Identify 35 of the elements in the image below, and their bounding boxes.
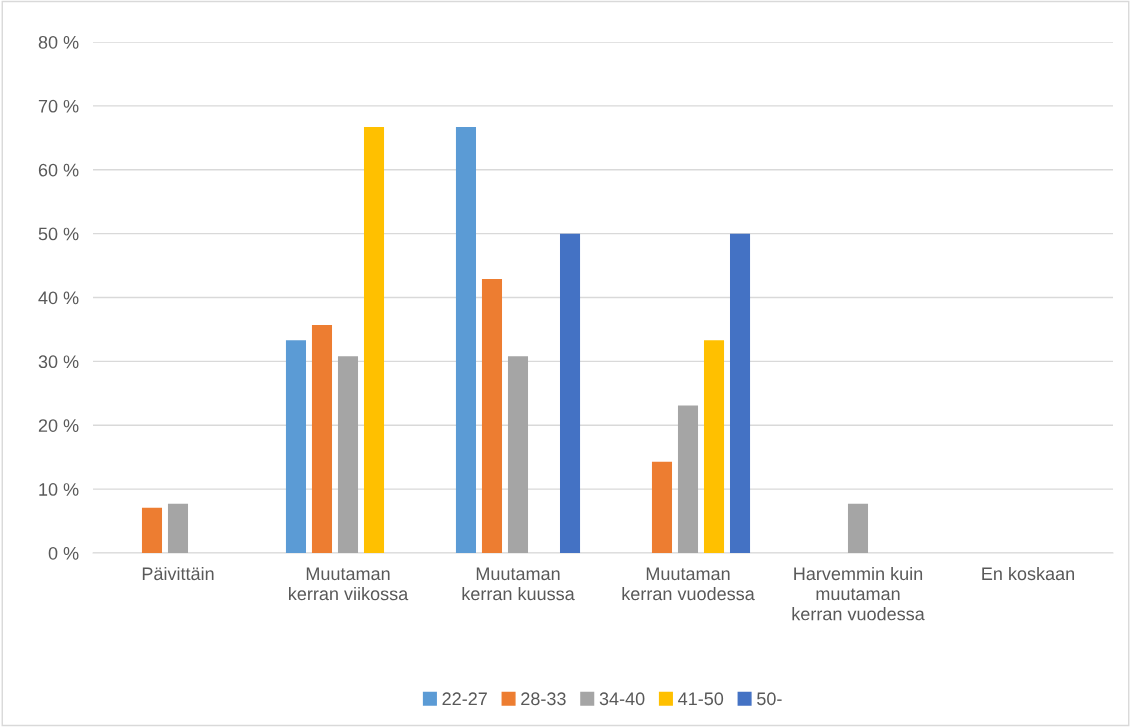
bar xyxy=(167,503,189,553)
bar xyxy=(481,278,503,553)
legend-label: 50- xyxy=(757,692,782,706)
legend-label: 34-40 xyxy=(599,692,645,706)
bar xyxy=(651,461,673,553)
bar xyxy=(847,503,869,553)
bar xyxy=(337,356,359,553)
y-tick-label: 50 % xyxy=(38,227,79,241)
y-tick-label: 70 % xyxy=(38,99,79,113)
y-tick-label: 40 % xyxy=(38,291,79,305)
bar xyxy=(455,126,477,553)
bar xyxy=(677,405,699,553)
y-tick-label: 0 % xyxy=(48,546,79,560)
bar xyxy=(285,340,307,553)
x-tick-label: Päivittäin xyxy=(142,566,214,581)
legend-label: 41-50 xyxy=(678,692,724,706)
x-tick-label: Muutaman kerran viikossa xyxy=(289,567,409,601)
y-tick-label: 60 % xyxy=(38,163,79,177)
bar xyxy=(141,507,163,553)
y-tick-label: 10 % xyxy=(39,483,79,496)
x-tick-label: Muutaman kerran vuodessa xyxy=(622,567,755,601)
bar xyxy=(559,233,581,553)
x-tick-label: Muutaman kerran kuussa xyxy=(462,567,575,601)
y-tick-label: 80 % xyxy=(38,35,79,49)
bar xyxy=(703,340,725,553)
x-tick-label: Harvemmin kuin muutaman kerran vuodessa xyxy=(792,566,925,621)
bar xyxy=(507,356,529,553)
y-tick-label: 30 % xyxy=(38,355,79,369)
y-tick-label: 20 % xyxy=(38,419,79,432)
bar xyxy=(729,233,751,553)
bar xyxy=(363,126,385,553)
bar xyxy=(311,324,333,553)
legend-label: 28-33 xyxy=(521,692,566,706)
legend-label: 22-27 xyxy=(442,692,487,705)
x-tick-label: En koskaan xyxy=(982,566,1075,581)
